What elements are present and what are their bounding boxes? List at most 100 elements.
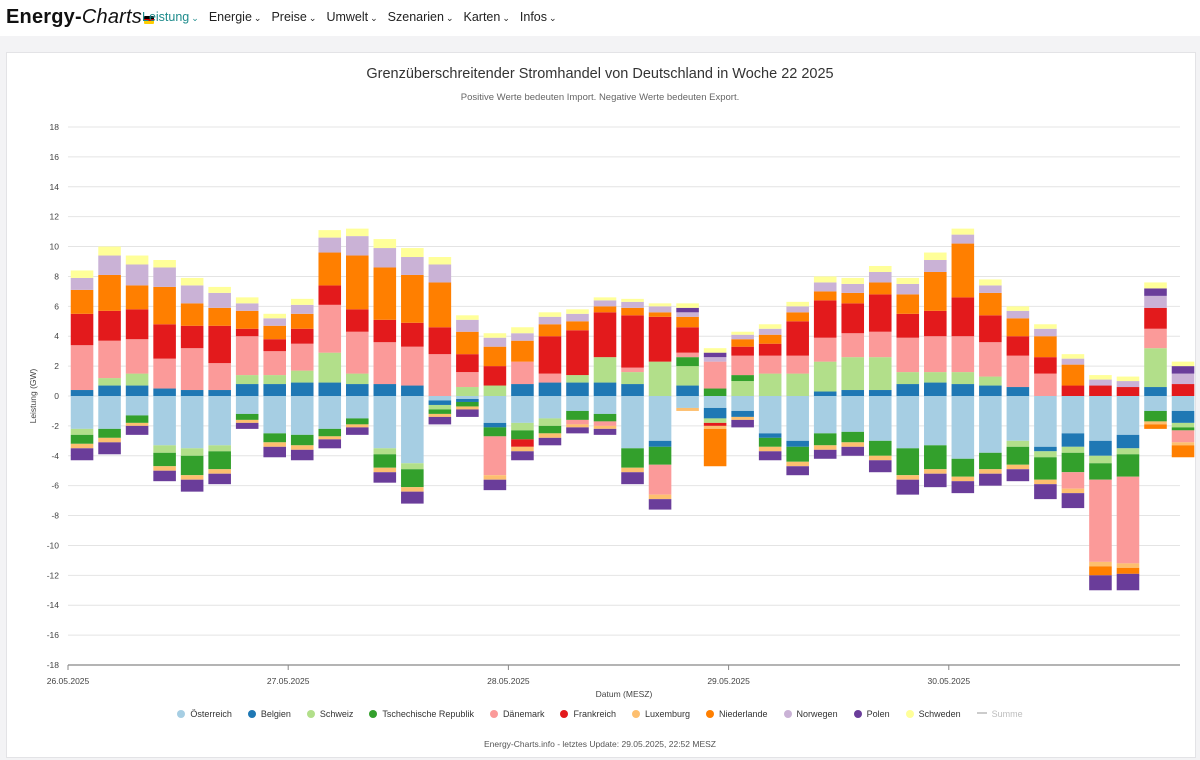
bar-segment xyxy=(290,370,314,383)
bar-segment xyxy=(786,301,809,307)
bar-segment xyxy=(1171,442,1195,446)
main-menu: Leistung ⌄ Energie ⌄ Preise ⌄ Umwelt ⌄ Szenarien… xyxy=(142,10,567,24)
bar-segment xyxy=(483,479,507,491)
nav-item-infos[interactable]: Infos ⌄ xyxy=(520,10,557,24)
nav-item-energie[interactable]: Energie ⌄ xyxy=(209,10,262,24)
bar-segment xyxy=(1034,373,1057,396)
nav-item-karten[interactable]: Karten ⌄ xyxy=(464,10,510,24)
legend-item[interactable]: Schweiz xyxy=(306,709,353,719)
bar-segment xyxy=(593,421,617,426)
y-tick-label: -6 xyxy=(51,481,59,491)
legend-label: Norwegen xyxy=(796,709,838,719)
legend-marker xyxy=(177,710,186,718)
bar-segment xyxy=(1034,396,1057,447)
bar-segment xyxy=(538,316,562,325)
legend-item[interactable]: Dänemark xyxy=(489,709,544,719)
bar-segment xyxy=(153,466,176,471)
brand-logo[interactable]: Energy-Charts xyxy=(6,6,154,29)
bar-segment xyxy=(1061,488,1085,494)
bar-segment xyxy=(1006,464,1030,470)
bar-segment xyxy=(1116,396,1140,435)
bar-segment xyxy=(566,321,589,331)
bar-segment xyxy=(153,396,176,446)
bar-segment xyxy=(125,425,149,435)
bar-segment xyxy=(1089,463,1112,480)
bar-segment xyxy=(1171,396,1195,411)
bar-segment xyxy=(676,396,699,408)
chevron-down-icon: ⌄ xyxy=(370,13,378,23)
bar-segment xyxy=(1034,446,1057,452)
bar-segment xyxy=(621,315,644,368)
bar-segment xyxy=(373,472,397,483)
bar-segment xyxy=(979,452,1002,470)
bar-segment xyxy=(841,431,865,443)
legend-item[interactable]: Luxemburg xyxy=(631,709,690,719)
bar-segment xyxy=(813,396,837,434)
bar-segment xyxy=(401,385,424,396)
x-tick-label: 28.05.2025 xyxy=(487,676,530,686)
legend-item[interactable]: Österreich xyxy=(177,709,232,719)
bar-segment xyxy=(346,384,369,396)
bar-segment xyxy=(1034,457,1057,480)
legend-marker xyxy=(976,712,987,714)
bar-segment xyxy=(346,396,369,419)
bar-segment xyxy=(401,322,424,347)
bar-segment xyxy=(951,372,975,385)
bar-segment xyxy=(731,396,754,411)
nav-item-umwelt[interactable]: Umwelt ⌄ xyxy=(326,10,377,24)
legend-label: Frankreich xyxy=(573,709,616,719)
bar-segment xyxy=(868,440,892,456)
bar-segment xyxy=(924,469,947,474)
nav-item-leistung[interactable]: Leistung ⌄ xyxy=(142,10,199,24)
legend-item[interactable]: Belgien xyxy=(247,709,291,719)
bar-segment xyxy=(648,494,672,500)
bar-segment xyxy=(703,388,727,396)
bar-segment xyxy=(896,448,920,476)
bar-segment xyxy=(979,385,1002,396)
bar-segment xyxy=(511,333,534,341)
legend-item[interactable]: Polen xyxy=(853,709,890,719)
bar-segment xyxy=(456,315,479,320)
nav-item-label: Infos xyxy=(519,10,547,24)
nav-item-szenarien[interactable]: Szenarien ⌄ xyxy=(388,10,454,24)
legend-label: Österreich xyxy=(190,709,232,719)
bar-segment xyxy=(1006,396,1030,441)
legend-item[interactable]: Frankreich xyxy=(560,709,616,719)
bar-segment xyxy=(346,424,369,428)
legend-item[interactable]: Norwegen xyxy=(783,709,838,719)
legend-marker xyxy=(631,710,640,718)
bar-segment xyxy=(786,461,809,467)
bar-segment xyxy=(566,427,589,434)
legend-item[interactable]: Schweden xyxy=(905,709,961,719)
bar-segment xyxy=(125,309,149,340)
bar-segment xyxy=(401,248,424,258)
german-flag-icon xyxy=(143,16,154,24)
legend-item[interactable]: Tschechische Republik xyxy=(369,709,474,719)
bar-segment xyxy=(566,309,589,314)
bar-segment xyxy=(538,437,562,446)
bar-segment xyxy=(263,339,286,352)
brand-name-italic: Charts xyxy=(81,6,142,28)
bar-segment xyxy=(1089,396,1112,441)
y-tick-label: -2 xyxy=(51,421,59,431)
legend-item[interactable]: Niederlande xyxy=(706,709,768,719)
bar-segment xyxy=(593,413,617,422)
chart-legend: Österreich Belgien Schweiz Tschechische Rep… xyxy=(0,709,1200,719)
bar-segment xyxy=(813,300,837,338)
bar-segment xyxy=(841,277,865,284)
bar-segment xyxy=(896,384,920,396)
nav-item-preise[interactable]: Preise ⌄ xyxy=(271,10,316,24)
bar-segment xyxy=(125,339,149,374)
bar-segment xyxy=(1061,452,1085,473)
bar-segment xyxy=(208,451,231,470)
bar-segment xyxy=(318,237,342,253)
bar-segment xyxy=(924,310,947,337)
bar-segment xyxy=(924,271,947,311)
bar-segment xyxy=(456,331,479,355)
legend-item[interactable]: Summe xyxy=(976,709,1023,719)
bar-segment xyxy=(318,252,342,286)
bar-segment xyxy=(1006,310,1030,319)
bar-segment xyxy=(1089,379,1112,386)
bar-segment xyxy=(841,446,865,456)
